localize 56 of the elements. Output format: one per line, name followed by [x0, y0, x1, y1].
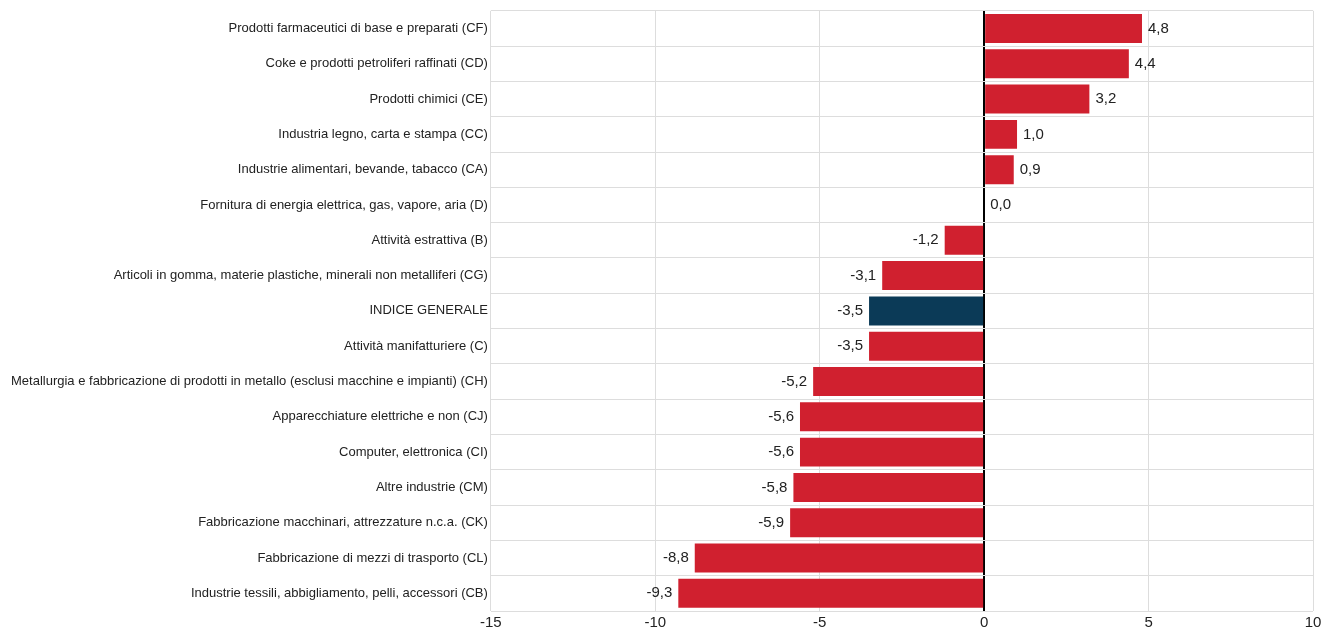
x-tick-label: -10: [644, 613, 667, 631]
x-tick-label: -5: [813, 613, 827, 631]
bar: [869, 296, 984, 326]
bar: [985, 49, 1129, 79]
y-tick-label: Prodotti chimici (CE): [369, 90, 488, 106]
bar: [944, 225, 984, 255]
bar: [678, 578, 984, 608]
data-label: 3,2: [1095, 89, 1117, 107]
y-tick-label: Metallurgia e fabbricazione di prodotti in metallo (esclusi macchine e impianti) (CH): [10, 373, 488, 389]
data-label: 0,0: [990, 195, 1012, 213]
y-tick-label: Fabbricazione macchinari, attrezzature n.c.a. (CK): [198, 514, 488, 530]
y-tick-label: Coke e prodotti petroliferi raffinati (CD): [265, 55, 488, 71]
data-label: -5,6: [768, 442, 794, 460]
data-label: -3,5: [837, 301, 864, 319]
y-tick-label: Industrie alimentari, bevande, tabacco (CA): [237, 161, 488, 177]
y-tick-label: Fabbricazione di mezzi di trasporto (CL): [257, 549, 488, 565]
x-tick-label: -15: [480, 613, 502, 631]
y-tick-label: Articoli in gomma, materie plastiche, minerali non metalliferi (CG): [113, 267, 488, 283]
x-tick-label: 10: [1304, 613, 1322, 631]
y-tick-label: Apparecchiature elettriche e non (CJ): [272, 408, 488, 424]
data-label: 0,9: [1019, 159, 1041, 177]
bar: [985, 13, 1142, 43]
bar: [799, 437, 984, 467]
x-tick-label: 0: [979, 613, 989, 631]
y-tick-label: Altre industrie (CM): [375, 479, 488, 495]
y-tick-label: Industria legno, carta e stampa (CC): [278, 125, 488, 141]
bar: [813, 367, 984, 396]
bar: [985, 155, 1014, 185]
data-label: 1,0: [1023, 124, 1044, 142]
y-tick-label: Prodotti farmaceutici di base e preparati (CF): [228, 20, 488, 36]
y-tick-label: Attività manifatturiere (C): [344, 337, 488, 353]
bar: [869, 331, 984, 361]
data-label: -3,5: [837, 336, 864, 354]
data-label: -3,1: [850, 265, 877, 283]
bar: [694, 543, 984, 573]
data-label: 4,8: [1148, 18, 1169, 36]
data-label: -9,3: [646, 583, 673, 601]
bar: [985, 119, 1018, 149]
bar: [799, 402, 984, 432]
bar: [793, 472, 984, 502]
y-tick-label: Attività estrattiva (B): [371, 231, 488, 247]
data-label: -1,2: [912, 230, 939, 248]
y-tick-label: Computer, elettronica (CI): [339, 443, 488, 459]
data-label: -5,2: [781, 371, 808, 389]
x-tick-label: 5: [1144, 613, 1153, 631]
y-tick-label: INDICE GENERALE: [369, 302, 489, 318]
data-label: -5,6: [768, 406, 794, 424]
bar: [985, 84, 1090, 114]
data-label: -5,9: [758, 512, 785, 530]
y-tick-label: Fornitura di energia elettrica, gas, vapore, aria (D): [200, 196, 488, 212]
y-tick-label: Industrie tessili, abbigliamento, pelli, accessori (CB): [190, 584, 488, 600]
data-label: -5,8: [761, 477, 788, 495]
data-label: -8,8: [662, 548, 689, 566]
bar: [790, 508, 984, 538]
bar: [882, 261, 984, 291]
data-label: 4,4: [1134, 53, 1156, 71]
